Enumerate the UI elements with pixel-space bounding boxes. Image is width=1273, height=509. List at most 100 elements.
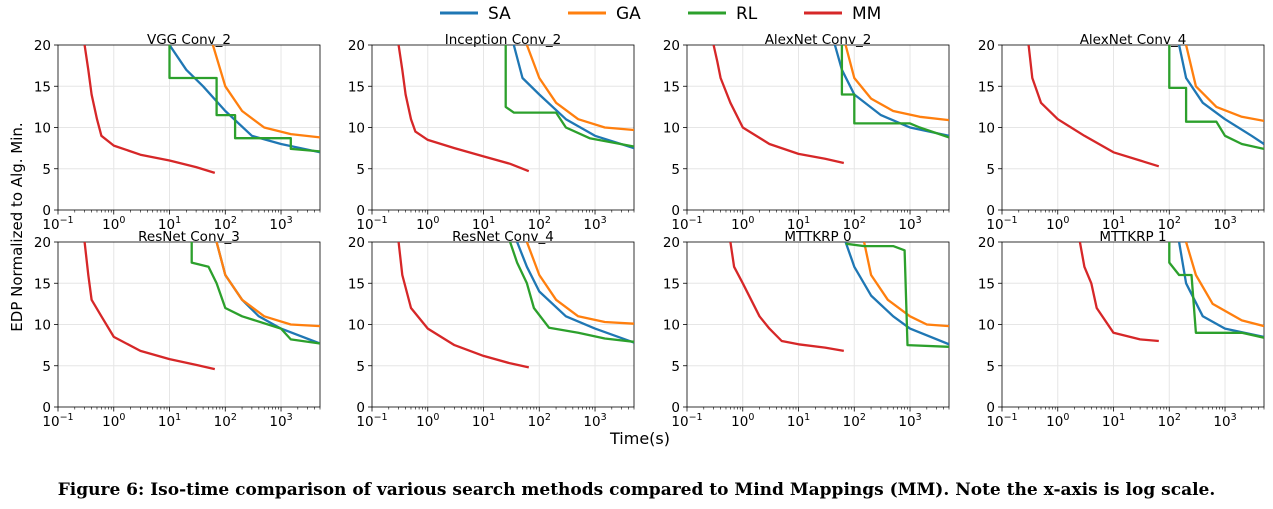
series-ga-line — [525, 242, 634, 325]
x-tick-label: 102 — [214, 215, 237, 233]
x-tick-label: 100 — [416, 412, 439, 430]
y-tick-label: 5 — [671, 162, 680, 178]
x-axis-label: Time(s) — [609, 429, 670, 448]
x-tick-label: 103 — [583, 412, 606, 430]
panel-2: 0 5 10 15 20 10−1 100 101 102 103 Inception Conv_2 — [348, 32, 635, 233]
series-group — [83, 242, 320, 371]
y-tick-label: 20 — [978, 235, 995, 251]
legend-label-sa: SA — [488, 4, 511, 24]
gridlines — [687, 242, 949, 407]
figure-caption: Figure 6: Iso-time comparison of various… — [57, 480, 1216, 500]
series-rl-line — [190, 242, 320, 345]
series-sa-line — [512, 45, 634, 150]
gridlines — [372, 242, 634, 407]
x-tick-label: 103 — [583, 215, 606, 233]
x-tick-label: 10−1 — [356, 412, 387, 430]
series-group — [83, 45, 320, 174]
panel-title: MTTKRP 1 — [1099, 229, 1166, 245]
x-tick-label: 100 — [102, 215, 125, 233]
panel-title: AlexNet Conv_4 — [1080, 32, 1187, 48]
series-group — [397, 45, 634, 173]
panel-1: 0 5 10 15 20 10−1 100 101 102 103 VGG Conv_2 — [34, 32, 321, 233]
y-tick-label: 5 — [42, 162, 51, 178]
legend-label-ga: GA — [616, 4, 641, 24]
series-mm-line — [729, 242, 844, 353]
panel-title: ResNet Conv_3 — [138, 229, 240, 245]
series-mm-line — [83, 242, 216, 371]
gridlines — [687, 45, 949, 210]
x-tick-label: 101 — [1102, 215, 1125, 233]
y-tick-label: 0 — [986, 203, 995, 219]
panel-4: 0 5 10 15 20 10−1 100 101 102 103 AlexNet Conv_4 — [978, 32, 1265, 233]
x-tick-label: 102 — [1158, 412, 1181, 430]
y-tick-label: 0 — [356, 203, 365, 219]
panel-5: 0 5 10 15 20 10−1 100 101 102 103 ResNet Conv_3 — [34, 229, 321, 430]
series-sa-line — [833, 45, 949, 137]
panel-title: VGG Conv_2 — [147, 32, 231, 48]
series-sa-line — [168, 45, 320, 154]
x-tick-label: 101 — [787, 215, 810, 233]
panel-3: 0 5 10 15 20 10−1 100 101 102 103 AlexNet Conv_2 — [663, 32, 950, 233]
y-tick-label: 0 — [671, 203, 680, 219]
y-tick-label: 5 — [986, 359, 995, 375]
series-rl-line — [1168, 45, 1264, 151]
legend-label-mm: MM — [852, 4, 881, 24]
series-group — [712, 45, 949, 165]
y-tick-label: 15 — [978, 79, 995, 95]
gridlines — [1002, 45, 1264, 210]
panel-title: ResNet Conv_4 — [452, 229, 554, 245]
x-tick-label: 10−1 — [42, 412, 73, 430]
series-mm-line — [712, 45, 845, 165]
x-tick-label: 101 — [158, 215, 181, 233]
x-tick-label: 102 — [843, 215, 866, 233]
x-tick-label: 100 — [1046, 215, 1069, 233]
series-rl-line — [845, 242, 949, 348]
series-ga-line — [1184, 45, 1264, 123]
y-tick-label: 5 — [671, 359, 680, 375]
x-tick-label: 101 — [787, 412, 810, 430]
x-tick-label: 10−1 — [986, 412, 1017, 430]
y-tick-label: 5 — [356, 359, 365, 375]
series-mm-line — [397, 242, 530, 369]
x-tick-label: 103 — [269, 215, 292, 233]
x-tick-label: 101 — [472, 412, 495, 430]
x-tick-label: 102 — [1158, 215, 1181, 233]
x-tick-label: 101 — [158, 412, 181, 430]
series-mm-line — [83, 45, 216, 174]
panel-7: 0 5 10 15 20 10−1 100 101 102 103 MTTKRP 0 — [663, 229, 950, 430]
series-ga-line — [1184, 242, 1264, 328]
y-tick-label: 0 — [986, 400, 995, 416]
y-tick-label: 0 — [42, 400, 51, 416]
series-mm-line — [1027, 45, 1160, 168]
y-tick-label: 20 — [348, 38, 365, 54]
x-tick-label: 103 — [898, 215, 921, 233]
y-tick-label: 10 — [663, 121, 680, 137]
x-tick-label: 10−1 — [671, 412, 702, 430]
y-tick-label: 20 — [348, 235, 365, 251]
panel-6: 0 5 10 15 20 10−1 100 101 102 103 ResNet Conv_4 — [348, 229, 635, 430]
series-mm-line — [1078, 242, 1159, 343]
series-ga-line — [525, 45, 634, 132]
series-ga-line — [215, 242, 320, 328]
y-tick-label: 20 — [663, 38, 680, 54]
y-tick-label: 5 — [42, 359, 51, 375]
y-tick-label: 0 — [356, 400, 365, 416]
gridlines — [58, 242, 320, 407]
x-tick-label: 10−1 — [356, 215, 387, 233]
series-group — [1027, 45, 1264, 168]
gridlines — [58, 45, 320, 210]
y-tick-label: 15 — [978, 276, 995, 292]
series-rl-line — [168, 45, 320, 153]
series-ga-line — [844, 45, 949, 122]
series-group — [729, 242, 949, 353]
series-ga-line — [211, 45, 320, 139]
y-tick-label: 20 — [663, 235, 680, 251]
series-rl-line — [509, 242, 634, 343]
x-tick-label: 10−1 — [671, 215, 702, 233]
gridlines — [372, 45, 634, 210]
x-tick-label: 101 — [472, 215, 495, 233]
series-sa-line — [1177, 242, 1264, 339]
x-tick-label: 100 — [416, 215, 439, 233]
y-tick-label: 10 — [34, 121, 51, 137]
